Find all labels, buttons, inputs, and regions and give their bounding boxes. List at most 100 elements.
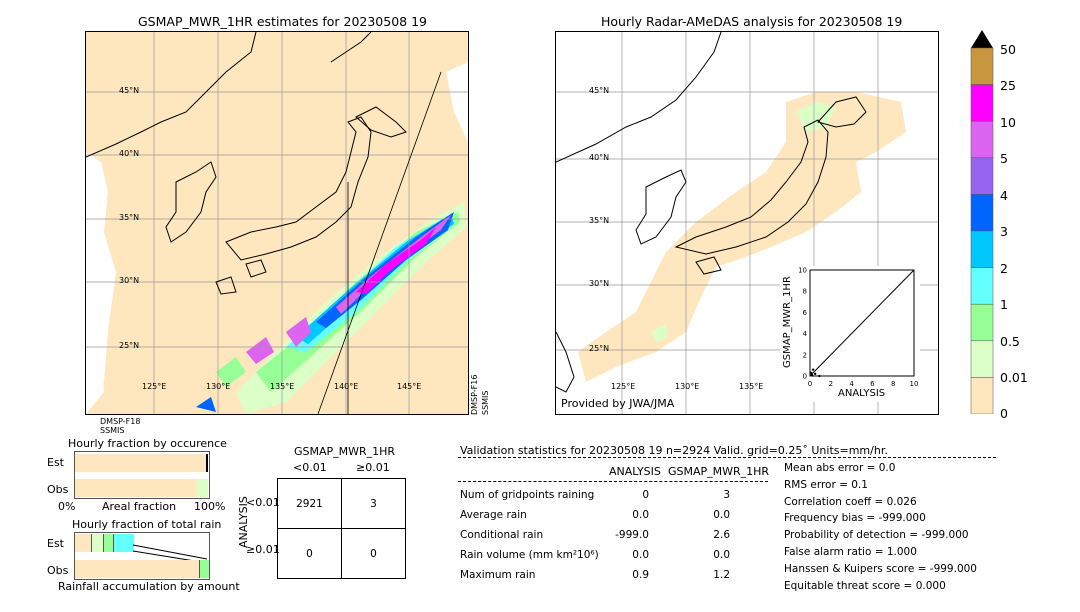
colorbar-segment (970, 194, 994, 232)
inset-ytick-label: 6 (803, 309, 808, 317)
validation-row-analysis: -999.0 (615, 529, 649, 541)
contingency-cell: 3 (341, 478, 406, 529)
left-map[interactable]: 45°N 40°N 35°N 30°N 25°N 125°E 130°E 135… (85, 31, 469, 415)
inset-xtick-label: 8 (891, 380, 895, 388)
colorbar-segment (970, 377, 994, 415)
validation-row-label: Average rain (460, 509, 527, 521)
total-est-seg (103, 534, 114, 552)
colorbar-segment (970, 47, 994, 85)
inset-ytick-label: 0 (803, 373, 807, 381)
occurrence-obs-bar-rain (197, 479, 208, 497)
colorbar-segment (970, 230, 994, 268)
inset-xtick-label: 10 (910, 380, 919, 388)
validation-row-label: Num of gridpoints raining (460, 489, 595, 501)
right-lat-label: 40°N (589, 153, 610, 162)
inset-xtick-label: 6 (870, 380, 875, 388)
inset-diagonal (809, 269, 915, 377)
score-line: RMS error = 0.1 (784, 478, 868, 491)
total-bars (74, 532, 210, 580)
score-line: Mean abs error = 0.0 (784, 462, 896, 474)
left-lat-label: 40°N (119, 149, 140, 158)
colorbar-label: 0 (1000, 406, 1008, 421)
validation-divider (458, 457, 996, 458)
colorbar-label: 25 (1000, 78, 1016, 93)
inset-scatter-point (818, 374, 821, 378)
validation-row: Num of gridpoints raining 0 3 (460, 485, 730, 505)
contingency-row-label: ≥0.01 (246, 543, 280, 556)
colorbar-label: 10 (1000, 115, 1016, 130)
swath-label-right-1: DMSP-F16 (470, 374, 479, 415)
validation-row: Rain volume (mm km²10⁶) 0.0 0.0 (460, 545, 730, 565)
validation-row-analysis: 0.9 (632, 569, 649, 581)
score-line: Hanssen & Kuipers score = -999.000 (784, 562, 977, 575)
validation-header: Validation statistics for 20230508 19 n=… (460, 444, 888, 457)
inset-xtick-label: 2 (829, 380, 833, 388)
inset-scatter-point (809, 371, 813, 375)
right-lon-label: 130°E (675, 382, 700, 391)
fraction-occurrence-title: Hourly fraction by occurence (68, 437, 227, 450)
contingency-table: 2921 3 0 0 (277, 478, 406, 579)
total-est-seg (75, 534, 91, 552)
colorbar-label: 0.01 (1000, 370, 1028, 385)
inset-ytick-label: 8 (803, 288, 807, 296)
colorbar-segment (970, 267, 994, 305)
validation-row: Average rain 0.0 0.0 (460, 505, 730, 525)
colorbar-label: 0.5 (1000, 334, 1020, 349)
colorbar-label: 1 (1000, 297, 1008, 312)
validation-row-gsmap: 2.6 (713, 529, 730, 541)
inset-scatter-svg: 00 2 2 4 4 6 6 8 8 10 10 (798, 267, 918, 389)
total-est-seg (113, 534, 134, 552)
left-lat-label: 30°N (119, 276, 140, 285)
score-line: Probability of detection = -999.000 (784, 529, 969, 542)
occurrence-axis-mid: Areal fraction (102, 500, 177, 513)
right-lat-label: 45°N (589, 86, 610, 95)
inset-scatter-point (810, 373, 814, 377)
validation-col-gsmap: GSMAP_MWR_1HR (668, 465, 770, 478)
inset-ytick-label: 2 (803, 351, 807, 359)
left-lon-label: 145°E (397, 382, 422, 391)
left-map-coastline (86, 32, 407, 295)
left-lat-label: 35°N (119, 213, 140, 222)
occurrence-obs-label: Obs (47, 483, 69, 496)
colorbar-segments (970, 47, 994, 415)
right-lat-label: 25°N (589, 344, 610, 353)
colorbar-segment (970, 340, 994, 378)
inset-ytick-label: 10 (798, 267, 807, 275)
inset-scatter-point (814, 372, 817, 376)
validation-row-analysis: 0 (642, 489, 649, 501)
validation-row-gsmap: 0.0 (713, 509, 730, 521)
left-map-canvas (86, 32, 468, 414)
inset-xlabel: ANALYSIS (838, 388, 886, 399)
colorbar-label: 50 (1000, 42, 1016, 57)
right-lat-label: 35°N (589, 216, 610, 225)
inset-scatter: 0 0 2 2 4 4 6 6 8 8 10 10 ANALYSIS GSMAP_MWR_1HR (780, 266, 920, 402)
score-line: Correlation coeff = 0.026 (784, 495, 917, 508)
left-map-nodata-west (86, 152, 116, 402)
fraction-total-title: Hourly fraction of total rain (72, 518, 222, 531)
left-lon-label: 135°E (270, 382, 295, 391)
inset-ylabel: GSMAP_MWR_1HR (782, 276, 793, 368)
right-lat-label: 30°N (589, 279, 610, 288)
left-map-grid (86, 32, 468, 414)
total-est-label: Est (47, 537, 64, 550)
validation-row-analysis: 0.0 (632, 549, 649, 561)
contingency-cell: 0 (341, 528, 406, 579)
total-obs-seg (75, 560, 199, 578)
right-map[interactable]: 45°N 40°N 35°N 30°N 25°N 125°E 130°E 135… (555, 31, 939, 415)
contingency-title: GSMAP_MWR_1HR (294, 445, 396, 458)
left-lat-label: 25°N (119, 341, 140, 350)
validation-row-gsmap: 0.0 (713, 549, 730, 561)
occurrence-est-bar (75, 454, 206, 472)
score-line: Frequency bias = -999.000 (784, 512, 926, 525)
total-est-seg (91, 534, 104, 552)
occurrence-est-label: Est (47, 456, 64, 469)
occurrence-axis-left: 0% (58, 500, 76, 513)
validation-row-label: Rain volume (mm km²10⁶) (460, 549, 599, 561)
provider-label: Provided by JWA/JMA (561, 397, 675, 410)
validation-divider-2 (458, 481, 768, 482)
contingency-col-label: <0.01 (293, 461, 327, 474)
occurrence-obs-bar (75, 479, 197, 497)
inset-ticks: 00 2 2 4 4 6 6 8 8 10 10 (798, 267, 918, 389)
occurrence-bars (74, 451, 210, 499)
validation-scores: Mean abs error = 0.0 RMS error = 0.1 Cor… (784, 462, 977, 596)
